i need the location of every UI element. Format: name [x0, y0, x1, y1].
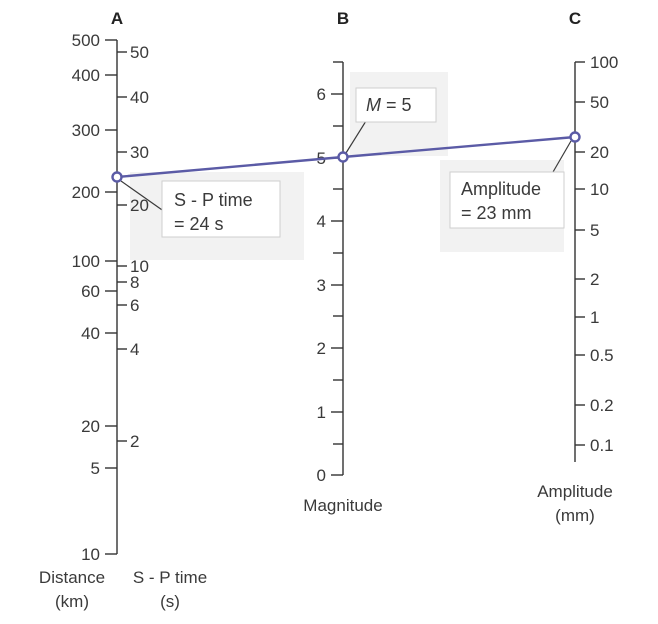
amplitude-tick-label: 1 — [590, 308, 599, 327]
sp-callout-line1: S - P time — [174, 190, 253, 210]
distance-tick-label: 500 — [72, 31, 100, 50]
sp-axis-unit: (s) — [160, 592, 180, 611]
sp-callout: S - P time = 24 s — [161, 180, 281, 238]
sp-distance-point — [111, 171, 123, 183]
distance-tick-label: 10 — [81, 545, 100, 564]
magnitude-callout-text: M = 5 — [366, 95, 412, 115]
sp-tick-label: 6 — [130, 296, 139, 315]
sp-tick-label: 10 — [130, 257, 149, 276]
magnitude-value: = 5 — [381, 95, 412, 115]
sp-tick-label: 4 — [130, 340, 139, 359]
amplitude-tick-label: 0.1 — [590, 436, 614, 455]
magnitude-point — [337, 151, 349, 163]
distance-tick-label: 200 — [72, 183, 100, 202]
axis-c: 100 50 20 10 5 2 1 0.5 0.2 0.1 Amplitude… — [537, 53, 618, 525]
sp-callout-leader — [120, 180, 166, 213]
header-b: B — [337, 9, 349, 28]
sp-tick-label: 8 — [130, 273, 139, 292]
axis-a: 500 400 300 200 100 60 40 20 5 10 50 40 … — [39, 31, 207, 611]
sp-tick-label: 40 — [130, 88, 149, 107]
amplitude-callout-line2: = 23 mm — [461, 203, 532, 223]
sp-axis-title: S - P time — [133, 568, 207, 587]
sp-tick-label: 20 — [130, 196, 149, 215]
distance-tick-label: 5 — [91, 459, 100, 478]
distance-tick-label: 400 — [72, 66, 100, 85]
distance-tick-label: 40 — [81, 324, 100, 343]
amplitude-callout-line1: Amplitude — [461, 179, 541, 199]
amplitude-axis-title: Amplitude — [537, 482, 613, 501]
magnitude-tick-label: 0 — [317, 466, 326, 485]
amplitude-tick-label: 0.5 — [590, 346, 614, 365]
sp-callout-box — [161, 180, 281, 238]
magnitude-tick-label: 1 — [317, 403, 326, 422]
amplitude-tick-label: 10 — [590, 180, 609, 199]
magnitude-callout: M = 5 — [355, 87, 437, 123]
sp-callout-line2: = 24 s — [174, 214, 224, 234]
amplitude-callout-box — [449, 171, 565, 229]
magnitude-axis-title: Magnitude — [303, 496, 382, 515]
amplitude-tick-label: 20 — [590, 143, 609, 162]
amplitude-tick-label: 0.2 — [590, 396, 614, 415]
distance-tick-label: 100 — [72, 252, 100, 271]
amplitude-callout: Amplitude = 23 mm — [449, 171, 565, 229]
magnitude-tick-label: 4 — [317, 212, 326, 231]
magnitude-callout-leader — [345, 120, 367, 154]
magnitude-tick-label: 3 — [317, 276, 326, 295]
distance-tick-label: 300 — [72, 121, 100, 140]
magnitude-tick-label: 2 — [317, 339, 326, 358]
amplitude-tick-label: 5 — [590, 221, 599, 240]
amplitude-tick-label: 2 — [590, 270, 599, 289]
amplitude-axis-unit: (mm) — [555, 506, 595, 525]
sp-tick-label: 2 — [130, 432, 139, 451]
distance-axis-unit: (km) — [55, 592, 89, 611]
distance-axis-title: Distance — [39, 568, 105, 587]
magnitude-symbol: M — [366, 95, 381, 115]
amplitude-point — [569, 131, 581, 143]
amplitude-callout-leader — [552, 140, 572, 173]
sp-tick-label: 50 — [130, 43, 149, 62]
magnitude-tick-label: 6 — [317, 85, 326, 104]
distance-tick-label: 20 — [81, 417, 100, 436]
amplitude-tick-label: 100 — [590, 53, 618, 72]
header-c: C — [569, 9, 581, 28]
magnitude-callout-box — [355, 87, 437, 123]
header-a: A — [111, 9, 123, 28]
distance-tick-label: 60 — [81, 282, 100, 301]
amplitude-tick-label: 50 — [590, 93, 609, 112]
sp-tick-label: 30 — [130, 143, 149, 162]
